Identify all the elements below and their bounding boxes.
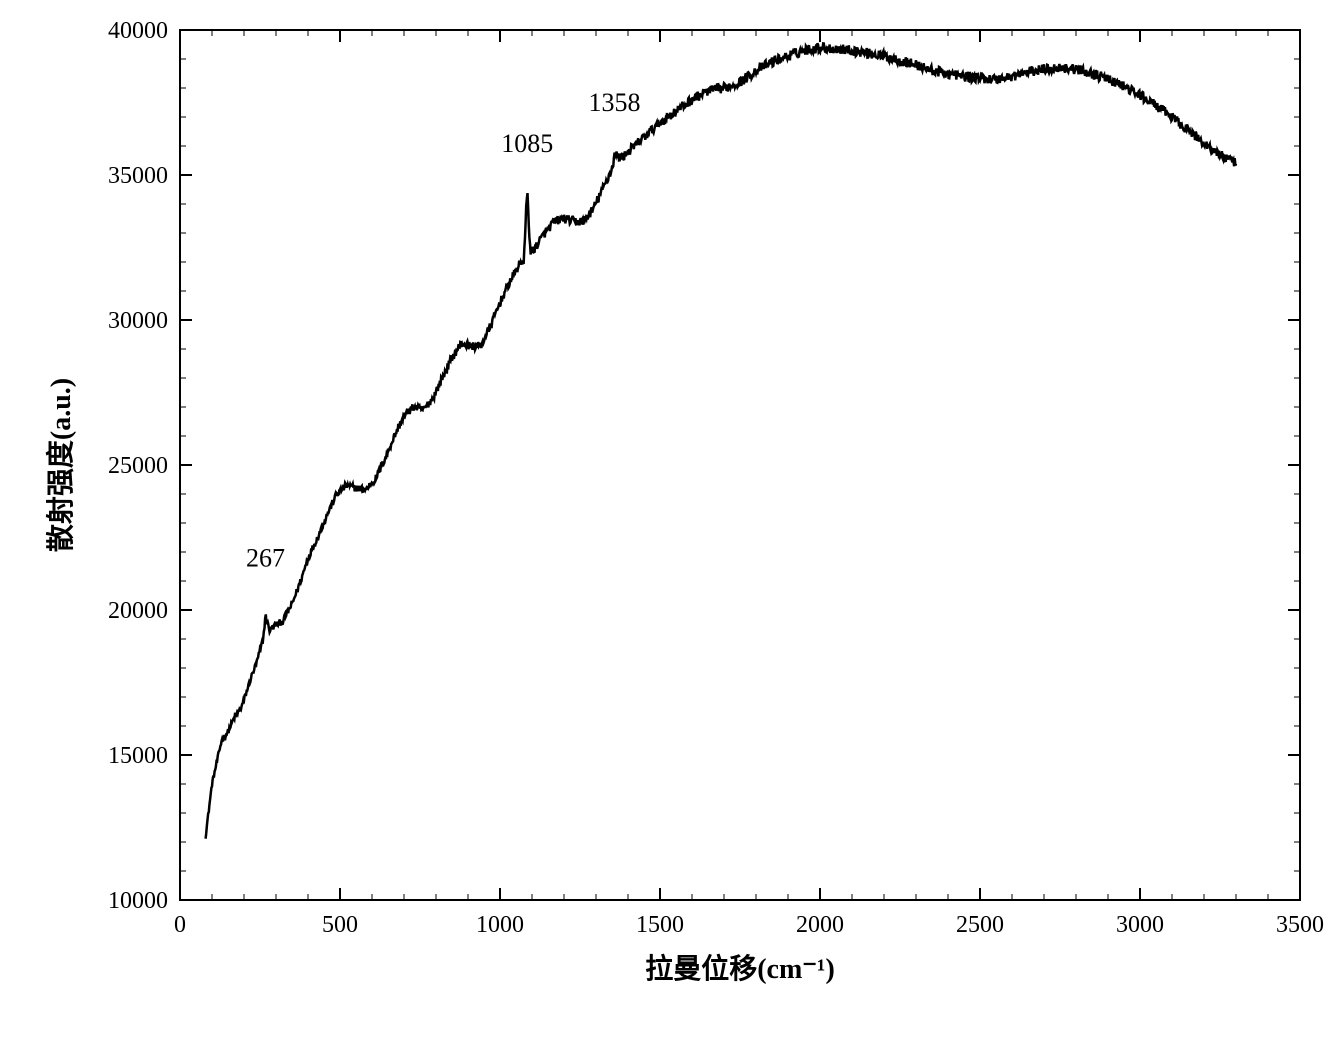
x-tick-label: 0 xyxy=(174,912,186,938)
peak-annotation: 267 xyxy=(246,544,285,573)
y-tick-label: 35000 xyxy=(108,163,168,189)
x-tick-label: 1000 xyxy=(476,912,524,938)
y-axis-label: 散射强度(a.u.) xyxy=(45,378,77,552)
spectrum-line xyxy=(206,43,1236,839)
y-tick-label: 15000 xyxy=(108,743,168,769)
x-tick-label: 3000 xyxy=(1116,912,1164,938)
peak-annotation: 1358 xyxy=(589,88,641,117)
x-tick-label: 500 xyxy=(322,912,358,938)
x-tick-label: 1500 xyxy=(636,912,684,938)
y-tick-label: 25000 xyxy=(108,453,168,479)
plot-border xyxy=(180,30,1300,900)
x-tick-label: 2000 xyxy=(796,912,844,938)
y-tick-label: 30000 xyxy=(108,308,168,334)
y-tick-label: 40000 xyxy=(108,18,168,44)
y-tick-label: 20000 xyxy=(108,598,168,624)
x-axis-label: 拉曼位移(cm⁻¹) xyxy=(645,952,835,985)
x-tick-label: 3500 xyxy=(1276,912,1324,938)
y-tick-label: 10000 xyxy=(108,888,168,914)
raman-spectrum-chart: 0 500 1000 1500 2000 2500 3000 3500 10000 15000 20… xyxy=(0,0,1339,1037)
chart-svg: 0 500 1000 1500 2000 2500 3000 3500 10000 15000 20… xyxy=(0,0,1339,1037)
peak-annotation: 1085 xyxy=(501,129,553,158)
x-tick-label: 2500 xyxy=(956,912,1004,938)
